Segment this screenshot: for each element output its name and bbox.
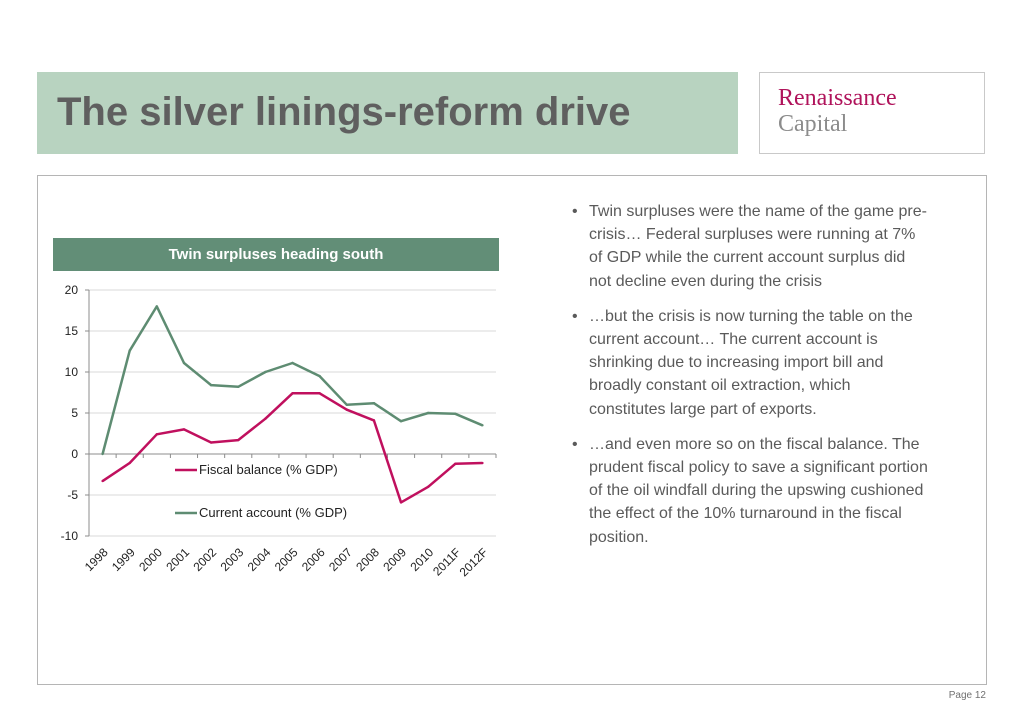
y-tick-label: -5 (67, 488, 78, 502)
axes: -10-505101520199819992000200120022003200… (61, 283, 497, 579)
x-tick-label: 2004 (245, 545, 274, 574)
legend-label: Current account (% GDP) (199, 505, 347, 520)
data-point (399, 501, 403, 504)
legend-label: Fiscal balance (% GDP) (199, 462, 338, 477)
y-tick-label: -10 (61, 529, 79, 543)
series-lines (101, 305, 484, 504)
logo-line-1: Renaissance (778, 85, 897, 111)
legend: Fiscal balance (% GDP) Current account (%… (175, 462, 347, 520)
bullet-item: …but the crisis is now turning the table… (570, 305, 930, 421)
data-point (182, 361, 186, 365)
x-tick-label: 2000 (136, 545, 165, 574)
title-band: The silver linings-reform drive (37, 72, 738, 154)
data-point (128, 349, 131, 352)
y-tick-label: 20 (65, 283, 79, 297)
data-point (318, 374, 321, 378)
data-point (237, 385, 240, 388)
x-tick-label: 1998 (82, 545, 111, 574)
bullet-list: Twin surpluses were the name of the game… (570, 200, 930, 561)
y-tick-label: 0 (71, 447, 78, 461)
company-logo: Renaissance Capital (759, 72, 985, 154)
bullet-item: Twin surpluses were the name of the game… (570, 200, 930, 293)
slide-title: The silver linings-reform drive (57, 90, 631, 134)
data-point (209, 383, 213, 387)
data-point (264, 417, 267, 420)
data-point (101, 452, 104, 456)
chart-header: Twin surpluses heading south (53, 238, 499, 271)
bullet-item: …and even more so on the fiscal balance.… (570, 433, 930, 549)
data-point (372, 401, 376, 405)
data-point (481, 424, 484, 427)
data-point (264, 370, 267, 374)
x-tick-label: 2001 (163, 545, 192, 574)
x-tick-label: 2008 (353, 545, 382, 574)
data-point (481, 461, 484, 465)
y-tick-label: 5 (71, 406, 78, 420)
x-tick-label: 2005 (272, 545, 301, 574)
data-point (101, 479, 104, 483)
x-tick-label: 2009 (380, 545, 409, 574)
data-point (454, 412, 457, 416)
data-point (426, 485, 430, 488)
page-number: Page 12 (948, 690, 986, 701)
data-point (345, 408, 348, 411)
x-tick-label: 2006 (299, 545, 328, 574)
x-tick-label: 2007 (326, 545, 355, 574)
x-tick-label: 2002 (190, 545, 219, 574)
grid-lines (89, 289, 496, 537)
data-point (454, 462, 457, 466)
x-tick-label: 2012F (457, 545, 491, 579)
data-point (291, 361, 294, 365)
x-tick-label: 2003 (218, 545, 247, 574)
y-tick-label: 15 (65, 324, 79, 338)
y-tick-label: 10 (65, 365, 79, 379)
line-chart: -10-505101520199819992000200120022003200… (61, 283, 497, 579)
data-point (155, 305, 159, 308)
data-point (128, 461, 131, 465)
series-line-current-account (101, 305, 483, 455)
x-tick-label: 2011F (430, 545, 463, 578)
data-point (426, 411, 430, 415)
data-point (155, 433, 159, 436)
data-point (372, 419, 376, 422)
data-point (399, 420, 403, 423)
logo-line-2: Capital (778, 111, 848, 137)
x-tick-label: 1999 (109, 545, 138, 574)
data-point (209, 441, 213, 444)
data-point (318, 392, 321, 395)
data-point (291, 392, 294, 395)
data-point (345, 403, 348, 406)
series-line-fiscal-balance (101, 392, 483, 504)
data-point (182, 428, 186, 431)
data-point (237, 438, 240, 442)
